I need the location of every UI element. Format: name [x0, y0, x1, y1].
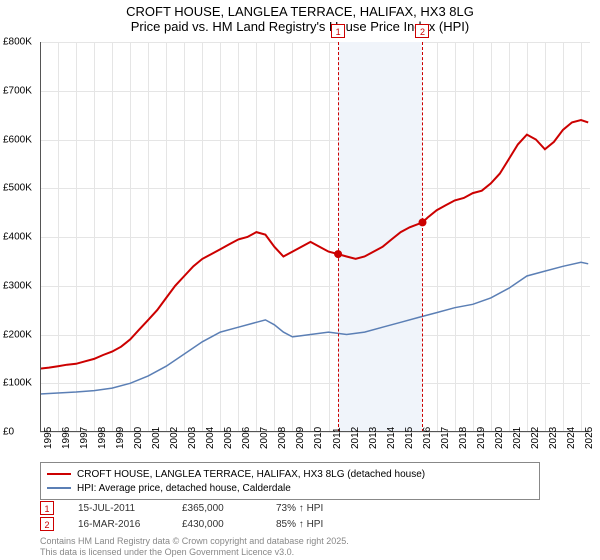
- x-tick-label: 2000: [133, 427, 144, 449]
- x-tick-label: 2001: [151, 427, 162, 449]
- sale-price-1: £365,000: [182, 503, 252, 514]
- x-tick-label: 2020: [494, 427, 505, 449]
- footer-line-2: This data is licensed under the Open Gov…: [40, 547, 349, 558]
- x-tick-label: 2011: [332, 427, 343, 449]
- legend-label-property: CROFT HOUSE, LANGLEA TERRACE, HALIFAX, H…: [77, 469, 425, 480]
- x-tick-label: 1997: [79, 427, 90, 449]
- y-tick-label: £800K: [3, 37, 32, 48]
- x-tick-label: 2006: [241, 427, 252, 449]
- x-tick-label: 2012: [350, 427, 361, 449]
- x-tick-label: 2014: [386, 427, 397, 449]
- y-tick-label: £300K: [3, 280, 32, 291]
- sale-date-2: 16-MAR-2016: [78, 519, 158, 530]
- x-tick-label: 2009: [295, 427, 306, 449]
- legend-swatch-property: [47, 473, 71, 475]
- y-tick-label: £700K: [3, 85, 32, 96]
- title-line-2: Price paid vs. HM Land Registry's House …: [0, 19, 600, 34]
- sale-num-1: 1: [40, 501, 54, 515]
- sale-marker-2: 2: [415, 24, 429, 38]
- x-tick-label: 2019: [476, 427, 487, 449]
- x-tick-label: 1999: [115, 427, 126, 449]
- x-tick-label: 2023: [548, 427, 559, 449]
- x-tick-label: 2018: [458, 427, 469, 449]
- x-tick-label: 2007: [259, 427, 270, 449]
- sales-table: 1 15-JUL-2011 £365,000 73% ↑ HPI 2 16-MA…: [40, 500, 323, 532]
- y-tick-label: £100K: [3, 378, 32, 389]
- legend-item-hpi: HPI: Average price, detached house, Cald…: [47, 481, 533, 495]
- y-tick-label: £0: [3, 427, 14, 438]
- x-tick-label: 2024: [566, 427, 577, 449]
- x-tick-label: 1995: [43, 427, 54, 449]
- x-tick-label: 2016: [422, 427, 433, 449]
- x-tick-label: 2022: [530, 427, 541, 449]
- footer-line-1: Contains HM Land Registry data © Crown c…: [40, 536, 349, 547]
- legend-swatch-hpi: [47, 487, 71, 489]
- x-tick-label: 1998: [97, 427, 108, 449]
- sale-date-1: 15-JUL-2011: [78, 503, 158, 514]
- x-tick-label: 2008: [277, 427, 288, 449]
- sale-pct-2: 85% ↑ HPI: [276, 519, 323, 530]
- legend: CROFT HOUSE, LANGLEA TERRACE, HALIFAX, H…: [40, 462, 540, 500]
- legend-label-hpi: HPI: Average price, detached house, Cald…: [77, 483, 291, 494]
- x-tick-label: 2021: [512, 427, 523, 449]
- x-tick-label: 2013: [368, 427, 379, 449]
- sale-row-1: 1 15-JUL-2011 £365,000 73% ↑ HPI: [40, 500, 323, 516]
- x-tick-label: 2004: [205, 427, 216, 449]
- sale-price-2: £430,000: [182, 519, 252, 530]
- x-tick-label: 2005: [223, 427, 234, 449]
- series-property: [40, 120, 588, 369]
- series-hpi: [40, 262, 588, 394]
- chart-container: CROFT HOUSE, LANGLEA TERRACE, HALIFAX, H…: [0, 0, 600, 560]
- y-tick-label: £600K: [3, 134, 32, 145]
- x-tick-label: 2003: [187, 427, 198, 449]
- y-tick-label: £200K: [3, 329, 32, 340]
- x-tick-label: 1996: [61, 427, 72, 449]
- legend-item-property: CROFT HOUSE, LANGLEA TERRACE, HALIFAX, H…: [47, 467, 533, 481]
- chart-svg: [40, 42, 590, 432]
- y-tick-label: £400K: [3, 232, 32, 243]
- sale-pct-1: 73% ↑ HPI: [276, 503, 323, 514]
- footer: Contains HM Land Registry data © Crown c…: [40, 536, 349, 558]
- x-tick-label: 2010: [313, 427, 324, 449]
- x-tick-label: 2015: [404, 427, 415, 449]
- x-tick-label: 2017: [440, 427, 451, 449]
- x-tick-label: 2002: [169, 427, 180, 449]
- chart-area: 12 £0£100K£200K£300K£400K£500K£600K£700K…: [40, 42, 590, 432]
- sale-num-2: 2: [40, 517, 54, 531]
- x-tick-label: 2025: [584, 427, 595, 449]
- title-block: CROFT HOUSE, LANGLEA TERRACE, HALIFAX, H…: [0, 0, 600, 36]
- y-tick-label: £500K: [3, 183, 32, 194]
- sale-marker-1: 1: [331, 24, 345, 38]
- title-line-1: CROFT HOUSE, LANGLEA TERRACE, HALIFAX, H…: [0, 4, 600, 19]
- sale-row-2: 2 16-MAR-2016 £430,000 85% ↑ HPI: [40, 516, 323, 532]
